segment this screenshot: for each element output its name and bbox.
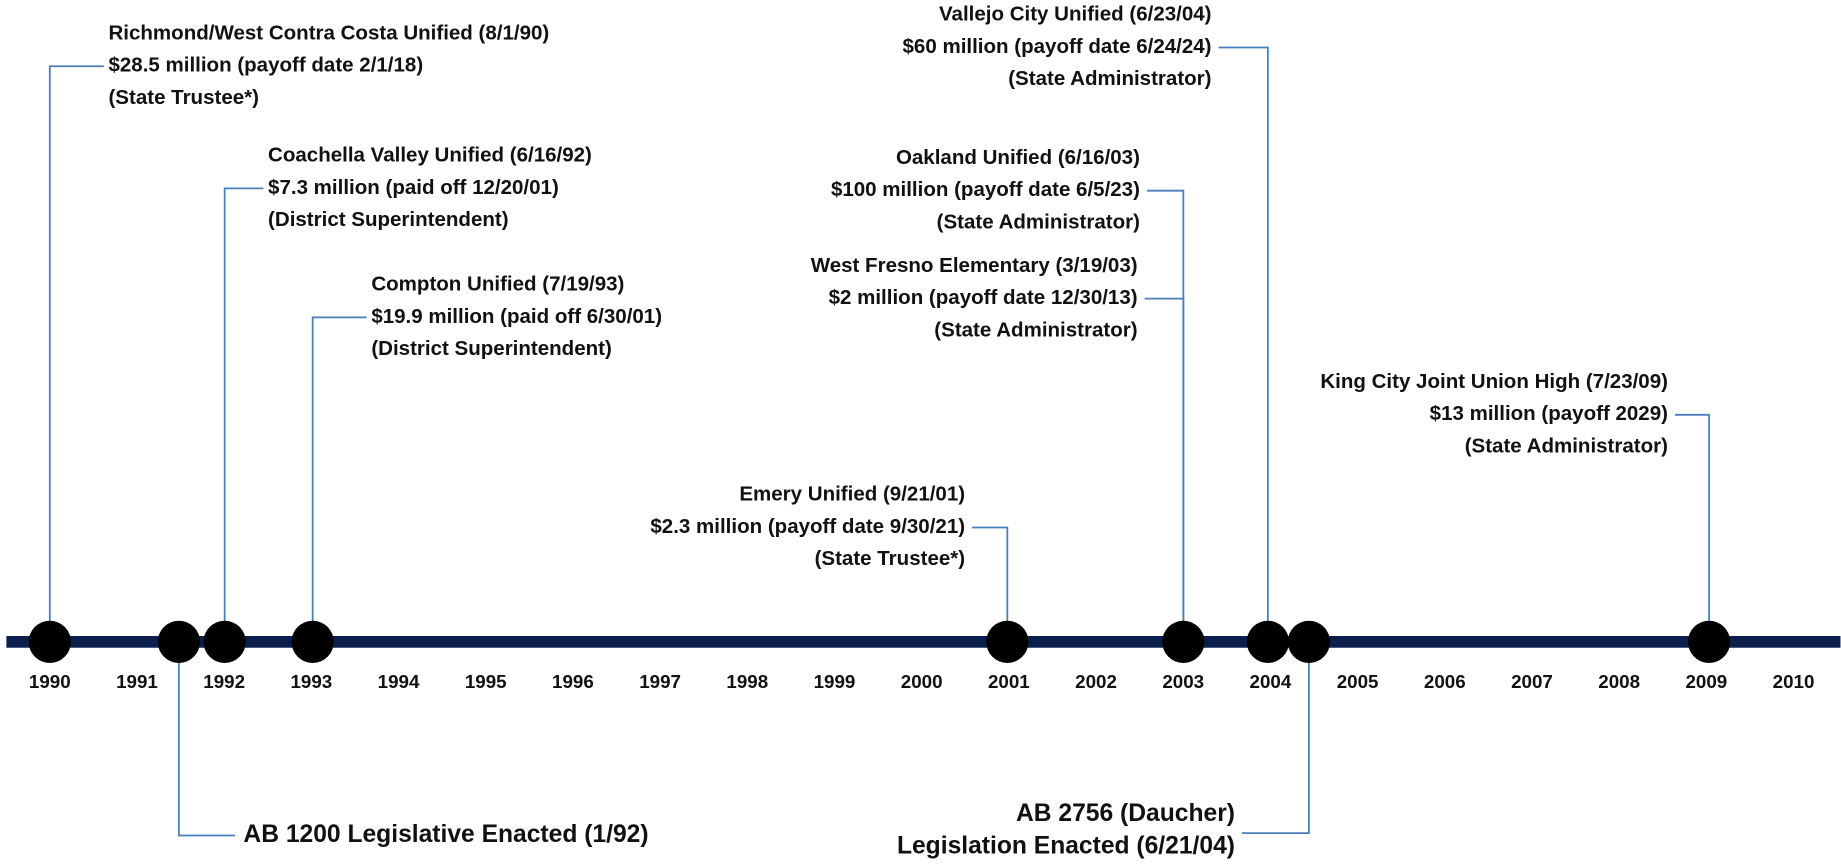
- event-dot: [28, 620, 71, 663]
- event-dot: [1687, 620, 1731, 663]
- event-label: Compton Unified (7/19/93): [371, 273, 624, 296]
- connector: [972, 526, 1009, 642]
- event-label: (District Superintendent): [268, 208, 509, 231]
- connector: [1218, 46, 1269, 642]
- year-label: 1995: [465, 671, 507, 692]
- event-label: (District Superintendent): [371, 337, 612, 360]
- event-dot: [986, 620, 1029, 663]
- year-label: 1990: [29, 671, 71, 692]
- year-label: 2010: [1773, 671, 1815, 692]
- event-label: $13 million (payoff 2029): [1430, 402, 1668, 425]
- year-label: 1993: [290, 671, 332, 692]
- event-label: $28.5 million (payoff date 2/1/18): [108, 54, 423, 77]
- connector: [48, 65, 104, 642]
- year-label: 1991: [116, 671, 158, 692]
- year-label: 2009: [1685, 671, 1727, 692]
- event-label: (State Administrator): [937, 210, 1140, 233]
- year-label: 1996: [552, 671, 594, 692]
- connector: [311, 316, 367, 642]
- event-label: Coachella Valley Unified (6/16/92): [268, 143, 592, 166]
- event-dot: [291, 620, 334, 663]
- event-dot: [157, 620, 201, 663]
- event-dot: [1246, 620, 1289, 663]
- event-label: King City Joint Union High (7/23/09): [1320, 370, 1668, 393]
- legislation-label: AB 2756 (Daucher): [1016, 800, 1235, 827]
- connector: [1675, 413, 1710, 642]
- event-label: (State Trustee*): [815, 547, 966, 570]
- event-label: (State Trustee*): [108, 86, 258, 109]
- timeline-bar: [6, 636, 1841, 648]
- year-label: 2000: [901, 671, 943, 692]
- connector: [223, 187, 264, 642]
- year-label: 2005: [1337, 671, 1379, 692]
- event-label: $19.9 million (paid off 6/30/01): [371, 305, 662, 328]
- connector: [1242, 641, 1310, 835]
- connector: [1144, 297, 1185, 642]
- event-label: West Fresno Elementary (3/19/03): [811, 254, 1138, 277]
- connector: [1146, 189, 1185, 642]
- year-label: 1994: [378, 671, 420, 692]
- event-label: $7.3 million (paid off 12/20/01): [268, 176, 559, 199]
- event-label: $100 million (payoff date 6/5/23): [831, 178, 1140, 201]
- year-label: 1992: [203, 671, 245, 692]
- connector: [178, 641, 236, 837]
- year-label: 2001: [988, 671, 1030, 692]
- event-label: Emery Unified (9/21/01): [739, 483, 965, 506]
- event-dot: [203, 620, 246, 663]
- event-label: $2.3 million (payoff date 9/30/21): [650, 515, 965, 538]
- year-label: 2008: [1598, 671, 1640, 692]
- legislation-label: Legislation Enacted (6/21/04): [897, 833, 1235, 860]
- year-label: 1999: [814, 671, 856, 692]
- event-label: (State Administrator): [1465, 435, 1668, 458]
- legislation-label: AB 1200 Legislative Enacted (1/92): [243, 821, 648, 848]
- event-label: $2 million (payoff date 12/30/13): [829, 286, 1138, 309]
- year-label: 1998: [726, 671, 768, 692]
- year-label: 1997: [639, 671, 681, 692]
- year-label: 2003: [1162, 671, 1204, 692]
- event-dot: [1287, 620, 1331, 663]
- event-label: Vallejo City Unified (6/23/04): [939, 3, 1212, 26]
- event-dot: [1162, 620, 1205, 663]
- event-label: (State Administrator): [1008, 67, 1211, 90]
- event-label: Oakland Unified (6/16/03): [896, 146, 1140, 169]
- year-label: 2006: [1424, 671, 1466, 692]
- year-label: 2004: [1250, 671, 1292, 692]
- event-label: $60 million (payoff date 6/24/24): [903, 35, 1212, 58]
- year-label: 2007: [1511, 671, 1553, 692]
- event-label: Richmond/West Contra Costa Unified (8/1/…: [108, 21, 549, 44]
- year-label: 2002: [1075, 671, 1117, 692]
- event-label: (State Administrator): [934, 318, 1137, 341]
